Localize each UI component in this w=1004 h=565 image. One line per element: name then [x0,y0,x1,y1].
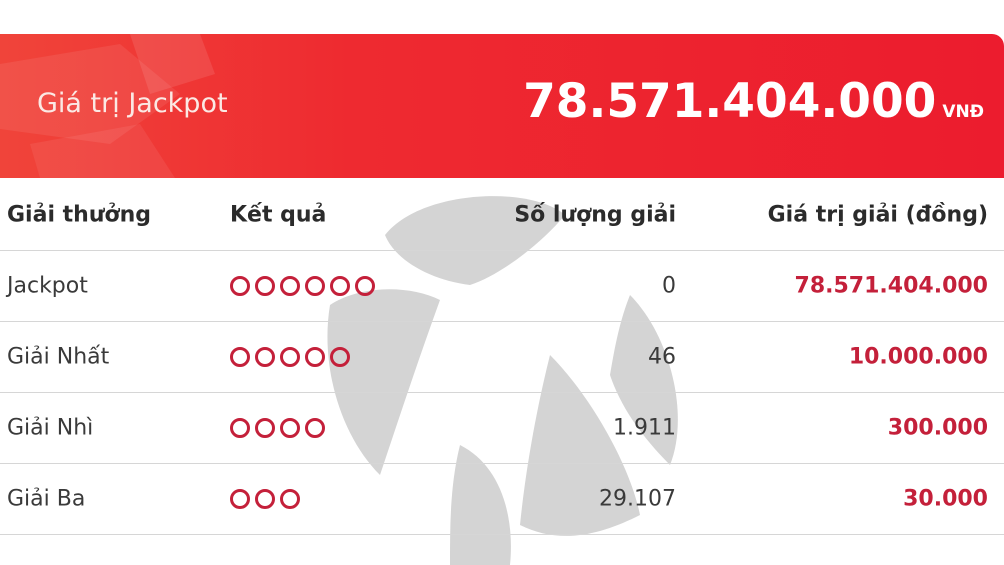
jackpot-banner: Giá trị Jackpot 78.571.404.000 VNĐ [0,34,1004,178]
prize-value: 300.000 [887,415,988,441]
match-circle-icon [280,276,300,296]
jackpot-value: 78.571.404.000 [523,74,937,129]
match-circle-icon [280,418,300,438]
table-row: Giải Nhì 1.911 300.000 [0,393,1004,464]
header-value: Giá trị giải (đồng) [767,202,988,228]
match-circle-icon [330,276,350,296]
match-circle-icon [305,418,325,438]
table-row: Giải Nhất 46 10.000.000 [0,322,1004,393]
prize-name: Jackpot [7,273,88,299]
winner-count: 1.911 [613,415,676,441]
star-logo-decoration [0,34,215,178]
prize-name: Giải Ba [7,486,86,512]
prize-value: 10.000.000 [848,344,988,370]
match-circle-icon [255,347,275,367]
match-circle-icon [330,347,350,367]
table-header: Giải thưởng Kết quả Số lượng giải Giá tr… [0,180,1004,251]
match-circle-icon [230,489,250,509]
header-count: Số lượng giải [514,202,676,228]
currency-unit: VNĐ [942,102,984,122]
table-row: Giải Ba 29.107 30.000 [0,464,1004,535]
winner-count: 46 [648,344,676,370]
match-circle-icon [230,418,250,438]
prize-value: 78.571.404.000 [794,273,988,299]
prize-name: Giải Nhì [7,415,94,441]
winner-count: 0 [662,273,676,299]
result-circles [230,489,300,509]
prize-name: Giải Nhất [7,344,110,370]
result-circles [230,347,350,367]
match-circle-icon [230,347,250,367]
jackpot-title: Giá trị Jackpot [37,88,228,119]
match-circle-icon [255,418,275,438]
prize-table: Giải thưởng Kết quả Số lượng giải Giá tr… [0,180,1004,535]
match-circle-icon [280,347,300,367]
match-circle-icon [280,489,300,509]
winner-count: 29.107 [599,486,676,512]
result-circles [230,418,325,438]
match-circle-icon [305,276,325,296]
header-prize: Giải thưởng [7,202,152,228]
star-watermark-icon [327,196,678,565]
match-circle-icon [230,276,250,296]
match-circle-icon [255,276,275,296]
table-row: Jackpot 0 78.571.404.000 [0,251,1004,322]
match-circle-icon [305,347,325,367]
result-circles [230,276,375,296]
jackpot-amount: 78.571.404.000 VNĐ [523,74,984,129]
match-circle-icon [255,489,275,509]
prize-value: 30.000 [903,486,988,512]
match-circle-icon [355,276,375,296]
header-result: Kết quả [230,202,327,228]
